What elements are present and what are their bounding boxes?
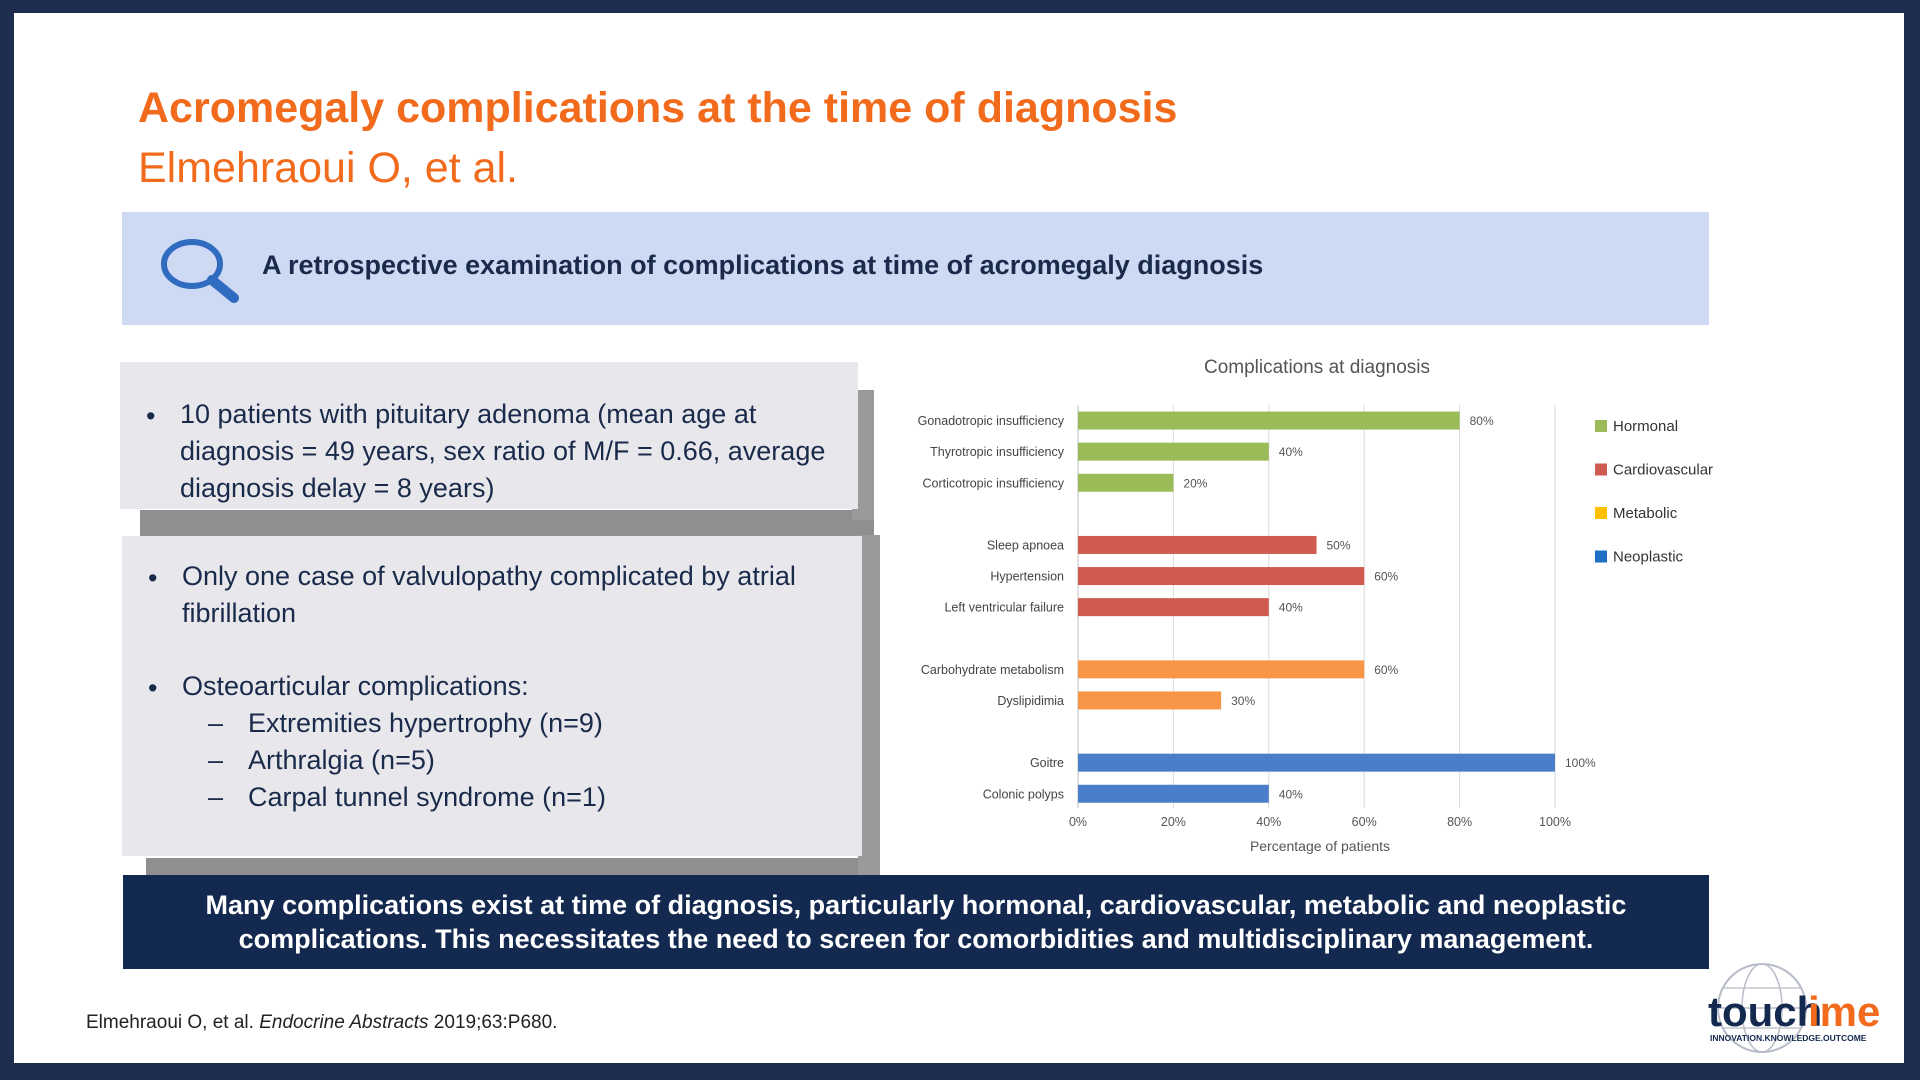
data-label: 50% bbox=[1327, 538, 1351, 552]
category-label: Hypertension bbox=[990, 570, 1064, 584]
legend-swatch bbox=[1595, 507, 1607, 519]
logo-text-a: touch bbox=[1708, 988, 1822, 1035]
bar bbox=[1078, 691, 1222, 710]
reference-details: 2019;63:P680. bbox=[428, 1012, 558, 1033]
legend-swatch bbox=[1595, 420, 1607, 432]
x-tick-label: 100% bbox=[1539, 815, 1571, 829]
data-label: 100% bbox=[1565, 756, 1596, 770]
box-shadow bbox=[858, 535, 880, 875]
bullet: • bbox=[146, 401, 156, 431]
category-label: Thyrotropic insufficiency bbox=[930, 445, 1065, 459]
conclusion-line: complications. This necessitates the nee… bbox=[238, 924, 1594, 954]
dash: – bbox=[208, 708, 224, 738]
bar bbox=[1078, 753, 1555, 772]
logo-text-b: ime bbox=[1808, 988, 1880, 1035]
findings-box: • Only one case of valvulopathy complica… bbox=[122, 536, 862, 856]
legend-swatch bbox=[1595, 550, 1607, 563]
magnifier-icon bbox=[161, 239, 239, 303]
legend-swatch bbox=[1595, 463, 1607, 476]
x-tick-label: 60% bbox=[1352, 815, 1377, 829]
x-tick-label: 80% bbox=[1447, 815, 1472, 829]
bullet: • bbox=[148, 673, 158, 703]
data-label: 40% bbox=[1279, 445, 1303, 459]
x-axis-label: Percentage of patients bbox=[1250, 838, 1390, 854]
box-shadow bbox=[140, 510, 874, 536]
x-tick-label: 0% bbox=[1069, 815, 1087, 829]
bar bbox=[1078, 535, 1317, 554]
category-label: Dyslipidimia bbox=[997, 694, 1064, 708]
bar bbox=[1078, 442, 1269, 461]
sub-bullet-text: Carpal tunnel syndrome (n=1) bbox=[248, 782, 606, 812]
data-label: 20% bbox=[1183, 476, 1207, 490]
banner-text: A retrospective examination of complicat… bbox=[262, 250, 1264, 280]
bullet-text: diagnosis = 49 years, sex ratio of M/F =… bbox=[180, 436, 826, 466]
slide-title: Acromegaly complications at the time of … bbox=[138, 84, 1178, 132]
complications-chart: Complications at diagnosis 0% 20% 40% 60% 80%… bbox=[918, 357, 1713, 854]
sub-bullet-text: Extremities hypertrophy (n=9) bbox=[248, 708, 603, 738]
data-label: 60% bbox=[1374, 663, 1398, 677]
legend-label: Hormonal bbox=[1613, 418, 1678, 435]
bullet-text: Osteoarticular complications: bbox=[182, 671, 529, 701]
bullet-text: Only one case of valvulopathy complicate… bbox=[182, 561, 796, 591]
patients-box: • 10 patients with pituitary adenoma (me… bbox=[120, 362, 858, 509]
category-label: Carbohydrate metabolism bbox=[921, 663, 1064, 677]
data-label: 60% bbox=[1374, 570, 1398, 584]
category-label: Corticotropic insufficiency bbox=[923, 476, 1065, 490]
sub-bullet-text: Arthralgia (n=5) bbox=[248, 745, 435, 775]
category-label: Left ventricular failure bbox=[944, 601, 1064, 615]
logo-tagline: INNOVATION.KNOWLEDGE.OUTCOME bbox=[1710, 1033, 1867, 1043]
category-label: Colonic polyps bbox=[983, 787, 1064, 801]
reference-authors: Elmehraoui O, et al. bbox=[86, 1012, 260, 1033]
category-label: Goitre bbox=[1030, 756, 1064, 770]
x-tick-label: 20% bbox=[1161, 815, 1186, 829]
chart-title: Complications at diagnosis bbox=[1204, 357, 1430, 378]
touchime-logo: touch ime INNOVATION.KNOWLEDGE.OUTCOME bbox=[1708, 963, 1880, 1053]
reference: Elmehraoui O, et al. Endocrine Abstracts… bbox=[86, 1012, 557, 1034]
legend-label: Neoplastic bbox=[1613, 549, 1684, 566]
bullet-text: fibrillation bbox=[182, 598, 297, 628]
data-label: 40% bbox=[1279, 787, 1303, 801]
x-tick-label: 40% bbox=[1256, 815, 1281, 829]
data-label: 30% bbox=[1231, 694, 1255, 708]
summary-banner: A retrospective examination of complicat… bbox=[122, 212, 1709, 325]
legend-label: Cardiovascular bbox=[1613, 462, 1713, 479]
bar bbox=[1078, 784, 1269, 803]
bar bbox=[1078, 660, 1365, 679]
bar bbox=[1078, 598, 1269, 617]
category-label: Gonadotropic insufficiency bbox=[918, 414, 1065, 428]
conclusion-line: Many complications exist at time of diag… bbox=[205, 890, 1627, 920]
bullet-text: diagnosis delay = 8 years) bbox=[180, 473, 495, 503]
dash: – bbox=[208, 782, 224, 812]
category-label: Sleep apnoea bbox=[987, 538, 1064, 552]
legend-label: Metabolic bbox=[1613, 505, 1678, 522]
bullet-text: 10 patients with pituitary adenoma (mean… bbox=[180, 399, 757, 429]
bar bbox=[1078, 473, 1174, 492]
conclusion-banner: Many complications exist at time of diag… bbox=[123, 875, 1709, 969]
bar bbox=[1078, 411, 1460, 430]
bullet: • bbox=[148, 563, 158, 593]
data-label: 80% bbox=[1470, 414, 1494, 428]
slide-subtitle: Elmehraoui O, et al. bbox=[138, 144, 519, 192]
dash: – bbox=[208, 745, 224, 775]
reference-journal: Endocrine Abstracts bbox=[259, 1012, 429, 1033]
data-label: 40% bbox=[1279, 601, 1303, 615]
bar bbox=[1078, 567, 1365, 586]
